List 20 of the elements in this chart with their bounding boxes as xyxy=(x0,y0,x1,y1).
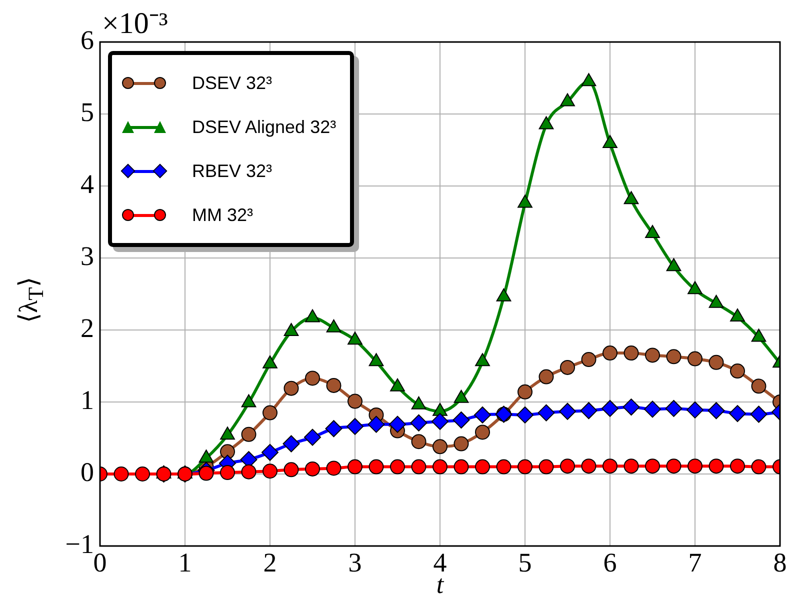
y-tick-label: 5 xyxy=(80,97,94,128)
x-tick-label: 8 xyxy=(773,547,787,578)
x-tick-label: 5 xyxy=(518,547,532,578)
y-tick-label: 4 xyxy=(80,169,94,200)
x-tick-label: 1 xyxy=(178,547,192,578)
y-tick-label: 6 xyxy=(80,25,94,56)
legend-label: MM 32³ xyxy=(192,204,254,226)
y-tick-label: 3 xyxy=(80,241,94,272)
x-tick-label: 2 xyxy=(263,547,277,578)
y-tick-label: 1 xyxy=(80,385,94,416)
legend-label: RBEV 32³ xyxy=(192,160,272,182)
y-tick-label: −1 xyxy=(65,529,94,560)
y-tick-label: 2 xyxy=(80,313,94,344)
x-tick-label: 7 xyxy=(688,547,702,578)
x-tick-label: 3 xyxy=(348,547,362,578)
legend-label: DSEV 32³ xyxy=(192,72,272,94)
x-tick-label: 6 xyxy=(603,547,617,578)
y-tick-label: 0 xyxy=(80,457,94,488)
legend-label: DSEV Aligned 32³ xyxy=(192,116,336,138)
text: ×10⁻³ xyxy=(102,6,168,40)
